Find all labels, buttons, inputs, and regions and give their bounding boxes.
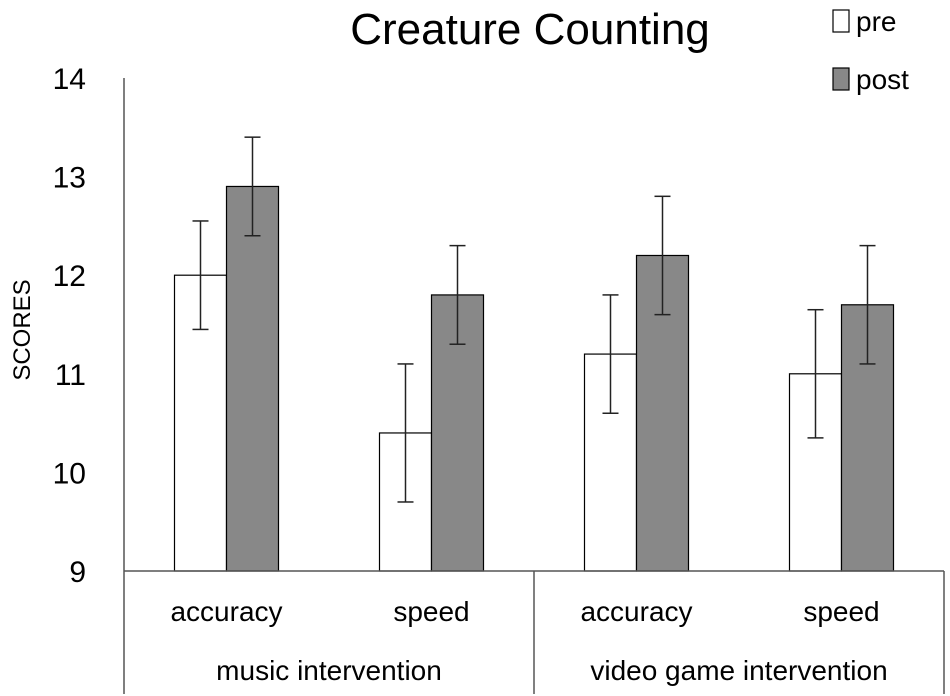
legend-swatch-pre bbox=[832, 9, 850, 33]
x-axis: accuracy speed music intervention accuracy s… bbox=[124, 570, 945, 694]
y-axis-label: SCORES bbox=[9, 279, 36, 380]
y-axis: 9 10 11 12 13 14 bbox=[53, 63, 125, 694]
legend-label: post bbox=[856, 64, 909, 95]
x-category-label: accuracy bbox=[580, 596, 692, 627]
legend: pre post bbox=[832, 6, 909, 95]
y-tick-label: 11 bbox=[55, 359, 86, 392]
y-tick-label: 12 bbox=[53, 260, 86, 293]
y-tick-label: 10 bbox=[53, 457, 86, 490]
bars bbox=[173, 136, 895, 572]
x-category-label: speed bbox=[803, 596, 879, 627]
chart-title: Creature Counting bbox=[350, 5, 710, 54]
y-tick-label: 9 bbox=[69, 556, 86, 589]
y-tick-label: 13 bbox=[53, 162, 86, 195]
y-tick-label: 14 bbox=[53, 63, 86, 96]
bar-post bbox=[225, 185, 280, 572]
legend-label: pre bbox=[856, 6, 896, 37]
x-category-label: accuracy bbox=[170, 596, 282, 627]
x-group-label: music intervention bbox=[216, 655, 442, 686]
x-category-label: speed bbox=[393, 596, 469, 627]
x-group-label: video game intervention bbox=[590, 655, 887, 686]
legend-swatch-post bbox=[832, 67, 850, 91]
